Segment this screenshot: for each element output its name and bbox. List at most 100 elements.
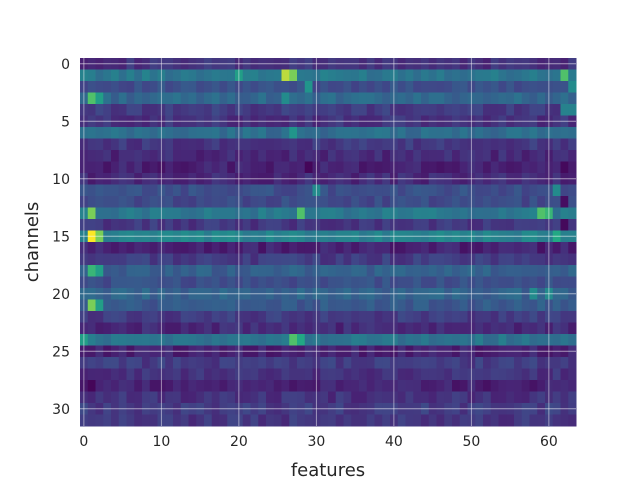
heatmap-cell	[266, 265, 275, 277]
heatmap-cell	[459, 138, 468, 151]
heatmap-cell	[335, 334, 344, 346]
heatmap-cell	[359, 334, 368, 346]
heatmap-cell	[103, 334, 112, 346]
heatmap-cell	[111, 368, 120, 381]
heatmap-cell	[118, 322, 127, 335]
heatmap-cell	[95, 104, 104, 116]
heatmap-cell	[514, 161, 523, 174]
heatmap-cell	[397, 127, 406, 139]
heatmap-cell	[374, 265, 383, 277]
heatmap-cell	[304, 380, 313, 392]
heatmap-cell	[219, 242, 228, 254]
heatmap-cell	[258, 138, 267, 151]
heatmap-cell	[514, 265, 523, 277]
heatmap-cell	[444, 242, 453, 254]
heatmap-cell	[219, 161, 228, 174]
heatmap-cell	[359, 161, 368, 174]
heatmap-cell	[428, 322, 437, 335]
heatmap-cell	[506, 92, 515, 105]
heatmap-cell	[227, 127, 236, 139]
heatmap-cell	[111, 161, 120, 174]
heatmap-cell	[343, 69, 352, 82]
heatmap-cell	[421, 357, 430, 369]
heatmap-cell	[188, 265, 197, 277]
heatmap-cell	[351, 380, 360, 392]
heatmap-cell	[126, 368, 135, 381]
heatmap-cell	[196, 391, 205, 404]
heatmap-cell	[273, 207, 282, 220]
heatmap-cell	[304, 311, 313, 323]
heatmap-cell	[413, 242, 422, 254]
heatmap-cell	[459, 242, 468, 254]
heatmap-cell	[351, 242, 360, 254]
heatmap-cell	[211, 357, 220, 369]
heatmap-cell	[328, 150, 337, 162]
heatmap-cell	[475, 219, 484, 231]
heatmap-cell	[397, 276, 406, 289]
heatmap-cell	[537, 196, 546, 208]
heatmap-cell	[405, 92, 414, 105]
heatmap-cell	[227, 92, 236, 105]
heatmap-cell	[359, 380, 368, 392]
heatmap-cell	[498, 391, 507, 404]
heatmap-cell	[165, 265, 174, 277]
heatmap-cell	[118, 391, 127, 404]
heatmap-cell	[552, 299, 561, 312]
heatmap-cell	[188, 334, 197, 346]
heatmap-cell	[211, 138, 220, 151]
heatmap-cell	[514, 184, 523, 197]
heatmap-cell	[211, 299, 220, 312]
heatmap-cell	[335, 414, 344, 427]
heatmap-cell	[180, 334, 189, 346]
heatmap-cell	[335, 150, 344, 162]
heatmap-cell	[343, 253, 352, 266]
heatmap-cell	[242, 242, 251, 254]
heatmap-cell	[111, 138, 120, 151]
heatmap-cell	[413, 81, 422, 93]
heatmap-cell	[266, 69, 275, 82]
heatmap-cell	[103, 150, 112, 162]
heatmap-cell	[436, 92, 445, 105]
heatmap-cell	[165, 196, 174, 208]
heatmap-cell	[250, 253, 259, 266]
heatmap-cell	[142, 127, 151, 139]
heatmap-cell	[382, 207, 391, 220]
heatmap-cell	[204, 299, 213, 312]
heatmap-cell	[506, 414, 515, 427]
heatmap-cell	[304, 276, 313, 289]
heatmap-cell	[165, 150, 174, 162]
heatmap-cell	[374, 161, 383, 174]
heatmap-cell	[149, 161, 158, 174]
heatmap-cell	[149, 391, 158, 404]
heatmap-cell	[126, 311, 135, 323]
heatmap-cell	[142, 219, 151, 231]
heatmap-cell	[498, 299, 507, 312]
heatmap-cell	[304, 414, 313, 427]
heatmap-cell	[568, 322, 577, 335]
heatmap-cell	[180, 219, 189, 231]
heatmap-cell	[537, 69, 546, 82]
heatmap-cell	[134, 242, 143, 254]
heatmap-cell	[266, 161, 275, 174]
heatmap-cell	[219, 196, 228, 208]
heatmap-cell	[514, 276, 523, 289]
heatmap-cell	[498, 207, 507, 220]
heatmap-cell	[273, 299, 282, 312]
heatmap-cell	[335, 219, 344, 231]
heatmap-cell	[560, 196, 569, 208]
heatmap-cell	[351, 184, 360, 197]
heatmap-cell	[173, 414, 182, 427]
heatmap-cell	[204, 265, 213, 277]
heatmap-cell	[444, 127, 453, 139]
heatmap-cell	[242, 81, 251, 93]
heatmap-cell	[304, 391, 313, 404]
y-tick-label: 15	[52, 229, 70, 245]
heatmap-cell	[537, 92, 546, 105]
heatmap-cell	[134, 81, 143, 93]
heatmap-cell	[173, 92, 182, 105]
heatmap-cell	[366, 357, 375, 369]
heatmap-cell	[452, 380, 461, 392]
heatmap-cell	[382, 184, 391, 197]
heatmap-cell	[95, 196, 104, 208]
heatmap-cell	[459, 265, 468, 277]
